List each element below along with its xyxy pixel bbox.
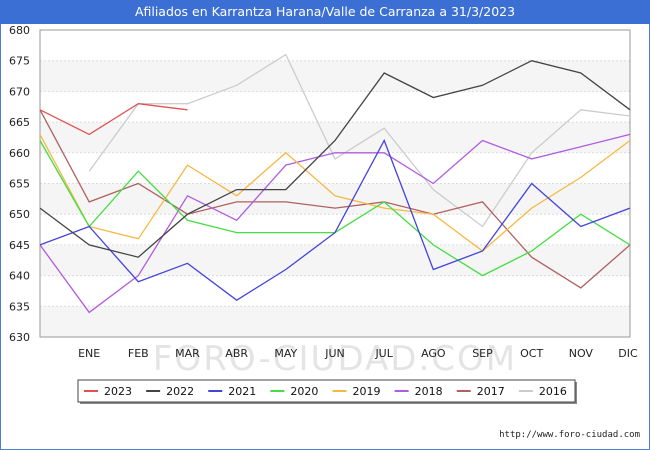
legend-label-2016: 2016 <box>539 385 567 398</box>
y-tick-label: 630 <box>9 331 30 344</box>
x-tick-label: JUN <box>324 347 345 360</box>
series-line-2023 <box>39 103 188 136</box>
y-tick-label: 680 <box>9 24 30 37</box>
plot-band <box>40 183 630 215</box>
x-tick-label: MAY <box>274 347 297 360</box>
x-tick-label: JUL <box>374 347 393 360</box>
plot-band <box>40 60 630 92</box>
watermark: FORO-CIUDAD.COM <box>153 339 517 379</box>
x-tick-label: FEB <box>128 347 149 360</box>
x-tick-label: ENE <box>78 347 100 360</box>
series-line-2019 <box>39 134 631 252</box>
grid-lines <box>39 29 631 338</box>
legend-label-2018: 2018 <box>415 385 443 398</box>
y-tick-label: 675 <box>9 55 30 68</box>
legend: 2023 2022 2021 2020 2019 2018 2017 2016 <box>77 379 577 404</box>
series-line-2021 <box>39 138 631 301</box>
plot-border <box>39 29 631 338</box>
legend-label-2017: 2017 <box>477 385 505 398</box>
series-line-2018 <box>39 133 631 314</box>
legend-label-2022: 2022 <box>166 385 194 398</box>
y-tick-label: 650 <box>9 208 30 221</box>
x-tick-label: DIC <box>618 347 638 360</box>
x-axis-tick-labels: ENE FEB MAR ABR MAY JUN JUL AGO SEP OCT NOV DIC <box>78 347 638 360</box>
y-tick-label: 635 <box>9 300 30 313</box>
series-lines <box>39 53 631 314</box>
x-tick-label: MAR <box>175 347 200 360</box>
source-url: http://www.foro-ciudad.com <box>499 430 640 440</box>
legend-label-2020: 2020 <box>290 385 318 398</box>
y-tick-label: 670 <box>9 85 30 98</box>
legend-label-2023: 2023 <box>104 385 132 398</box>
x-tick-label: ABR <box>225 347 248 360</box>
x-tick-label: NOV <box>569 347 594 360</box>
y-tick-label: 665 <box>9 116 30 129</box>
series-line-2022 <box>39 60 631 258</box>
x-tick-label: AGO <box>421 347 446 360</box>
chart-title: Afiliados en Karrantza Harana/Valle de C… <box>0 0 650 24</box>
series-line-2017 <box>39 109 631 289</box>
y-tick-label: 660 <box>9 147 30 160</box>
plot-band <box>40 306 630 337</box>
series-line-2016 <box>88 53 631 228</box>
plot-band <box>40 244 630 276</box>
legend-label-2021: 2021 <box>228 385 256 398</box>
y-tick-label: 640 <box>9 270 30 283</box>
y-axis-tick-labels: 630 635 640 645 650 655 660 665 670 675 680 <box>9 24 30 344</box>
x-tick-label: SEP <box>472 347 493 360</box>
legend-label-2019: 2019 <box>353 385 381 398</box>
plot-band <box>40 122 630 153</box>
legend-box <box>77 379 576 403</box>
y-tick-label: 645 <box>9 239 30 252</box>
y-tick-label: 655 <box>9 178 30 191</box>
x-tick-label: OCT <box>520 347 543 360</box>
